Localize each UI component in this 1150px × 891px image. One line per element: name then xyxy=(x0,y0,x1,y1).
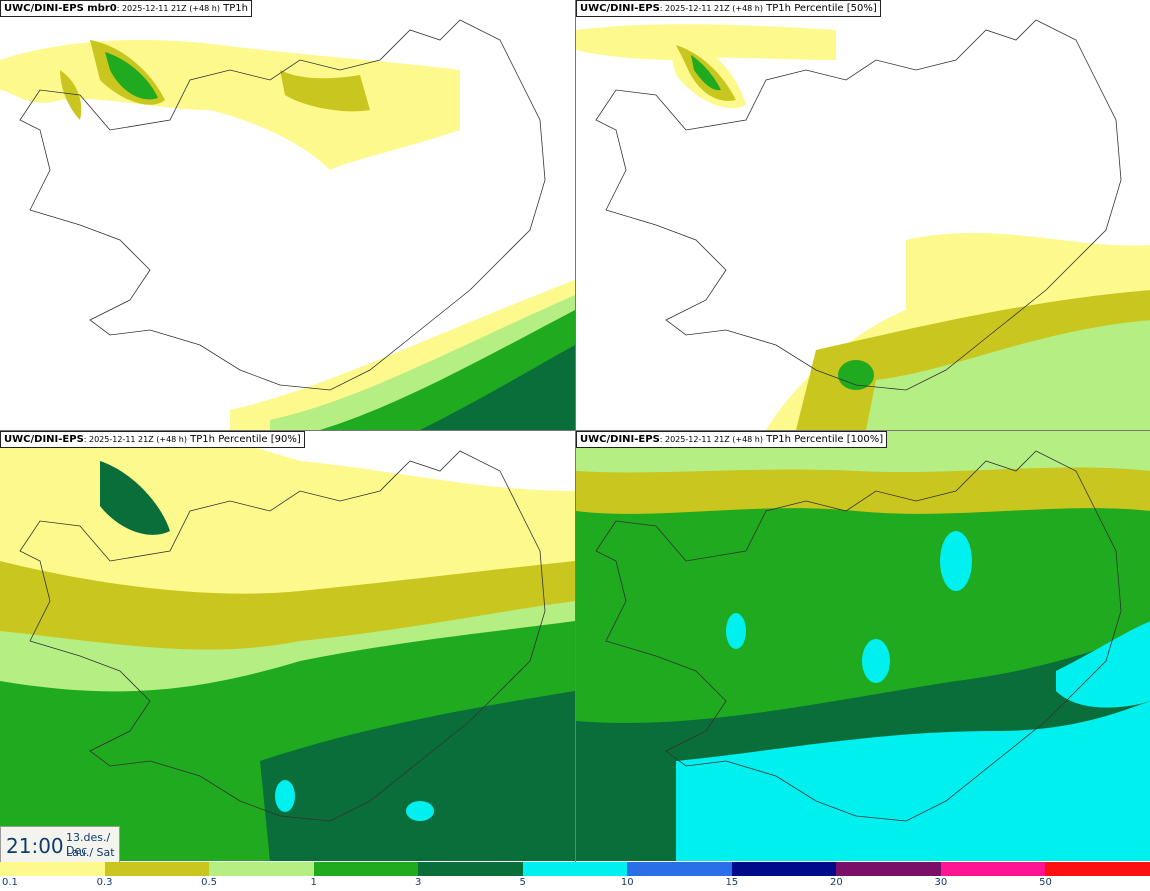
colorbar-tick: 10 xyxy=(620,877,634,888)
precip-colorbar xyxy=(0,862,1150,876)
colorbar-segment xyxy=(836,862,941,876)
panel-title: UWC/DINI-EPS: 2025-12-11 21Z (+48 h) TP1… xyxy=(576,431,888,448)
field-name: TP1h Percentile [50%] xyxy=(766,3,877,14)
run-meta: : 2025-12-11 21Z (+48 h) xyxy=(116,4,220,13)
model-name: UWC/DINI-EPS mbr0 xyxy=(4,3,117,14)
colorbar-segment xyxy=(104,862,210,876)
colorbar-tick: 5 xyxy=(519,877,526,888)
colorbar-tick: 1 xyxy=(310,877,317,888)
model-name: UWC/DINI-EPS xyxy=(580,3,660,14)
colorbar-segment xyxy=(1045,862,1150,876)
panel-divider xyxy=(575,0,576,862)
model-name: UWC/DINI-EPS xyxy=(580,434,660,445)
colorbar-segment xyxy=(627,862,732,876)
valid-hour: 21:00 xyxy=(6,834,64,858)
map-panel-mbr0: UWC/DINI-EPS mbr0: 2025-12-11 21Z (+48 h… xyxy=(0,0,575,430)
colorbar-segment xyxy=(0,862,105,876)
valid-date: 13.des./ Dec xyxy=(66,831,111,857)
panel-divider xyxy=(0,430,1150,431)
precip-map xyxy=(0,431,575,861)
colorbar-segment xyxy=(313,862,419,876)
colorbar-tick: 3 xyxy=(414,877,422,888)
colorbar-tick: 20 xyxy=(829,877,843,888)
colorbar-tick: 30 xyxy=(934,877,948,888)
panel-title: UWC/DINI-EPS mbr0: 2025-12-11 21Z (+48 h… xyxy=(0,0,252,17)
precip-map xyxy=(0,19,575,430)
field-name: TP1h xyxy=(223,3,248,14)
map-panel-p100: UWC/DINI-EPS: 2025-12-11 21Z (+48 h) TP1… xyxy=(576,431,1150,861)
run-meta: : 2025-12-11 21Z (+48 h) xyxy=(659,4,763,13)
colorbar-segment xyxy=(940,862,1046,876)
colorbar-tick-labels: 0.1 0.3 0.5 1 3 5 10 15 20 30 50 xyxy=(0,877,1150,891)
run-meta: : 2025-12-11 21Z (+48 h) xyxy=(83,435,187,444)
panel-title: UWC/DINI-EPS: 2025-12-11 21Z (+48 h) TP1… xyxy=(0,431,305,448)
colorbar-tick: 50 xyxy=(1039,877,1052,888)
precip-map xyxy=(576,431,1150,861)
colorbar-tick: 0.5 xyxy=(201,877,218,888)
valid-time-box: 21:00 13.des./ Dec Lau./ Sat xyxy=(0,826,120,864)
precip-map xyxy=(576,19,1150,430)
colorbar-tick: 15 xyxy=(725,877,739,888)
field-name: TP1h Percentile [100%] xyxy=(766,434,884,445)
run-meta: : 2025-12-11 21Z (+48 h) xyxy=(659,435,763,444)
colorbar-segment xyxy=(731,862,837,876)
colorbar-segment xyxy=(418,862,523,876)
colorbar-segment xyxy=(209,862,314,876)
valid-day: Lau./ Sat xyxy=(66,846,115,859)
panel-title: UWC/DINI-EPS: 2025-12-11 21Z (+48 h) TP1… xyxy=(576,0,881,17)
colorbar-tick: 0.1 xyxy=(2,877,18,888)
colorbar-tick: 0.3 xyxy=(96,877,113,888)
map-panel-p90: UWC/DINI-EPS: 2025-12-11 21Z (+48 h) TP1… xyxy=(0,431,575,861)
colorbar-segment xyxy=(522,862,628,876)
model-name: UWC/DINI-EPS xyxy=(4,434,84,445)
field-name: TP1h Percentile [90%] xyxy=(190,434,301,445)
map-panel-p50: UWC/DINI-EPS: 2025-12-11 21Z (+48 h) TP1… xyxy=(576,0,1150,430)
